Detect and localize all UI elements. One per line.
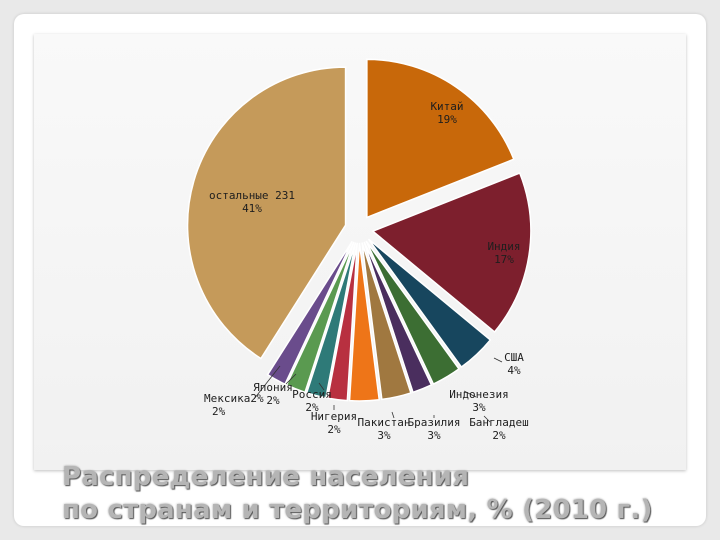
slide-title: Распределение населения по странам и тер… [62, 461, 702, 526]
pie-slice-10 [285, 241, 355, 394]
pie-slice-6 [361, 242, 412, 401]
slice-label-3: США 4% [504, 351, 524, 377]
leader-line-4 [463, 390, 477, 398]
slice-label-7: Пакистан 3% [358, 416, 411, 442]
pie-slice-1 [366, 58, 515, 219]
leader-line-9 [318, 382, 325, 391]
pie-slice-4 [365, 240, 461, 386]
slice-label-9: Россия 2% [292, 388, 332, 414]
pie-slice-8 [326, 242, 358, 402]
slice-label-4: Индонезия 3% [449, 388, 509, 414]
slice-label-6: Бразилия 3% [408, 416, 461, 442]
pie-slice-3 [367, 238, 492, 369]
slice-label-8: Нигерия 2% [311, 410, 357, 436]
pie-slice-9 [305, 242, 357, 399]
slice-label-12: остальные 231 41% [209, 189, 295, 215]
pie-chart: Китай 19% Индия 17% США 4% Индонезия 3%Бангладе… [186, 58, 532, 442]
leader-line-11 [253, 365, 281, 400]
slide: Китай 19% Индия 17% США 4% Индонезия 3% Бангладе… [14, 14, 706, 526]
slide-title-line1: Распределение населения [62, 462, 470, 492]
pie-slice-7 [348, 242, 381, 402]
leader-line-10 [285, 373, 297, 385]
leader-line-7 [391, 411, 395, 419]
pie-slice-2 [371, 172, 532, 333]
pie-slice-12 [186, 66, 347, 360]
slice-label-10: Япония 2% [253, 381, 293, 407]
slice-labels: Китай 19% Индия 17% США 4% Индонезия 3%Бангладе… [204, 100, 529, 442]
pie-slice-11 [266, 240, 353, 386]
slice-label-11: Мексика2% 2% [204, 392, 264, 418]
pie-slice-5 [363, 241, 433, 394]
slide-title-line2: по странам и территориям, % (2010 г.) [62, 494, 653, 525]
leader-lines [253, 357, 503, 423]
slice-label-2: Индия 17% [487, 240, 520, 266]
slice-label-5: Бангладеш 2% [469, 416, 529, 442]
leader-line-5 [483, 415, 491, 423]
pie-slices [186, 58, 532, 402]
slice-label-1: Китай 19% [430, 100, 463, 126]
leader-line-3 [493, 357, 503, 363]
